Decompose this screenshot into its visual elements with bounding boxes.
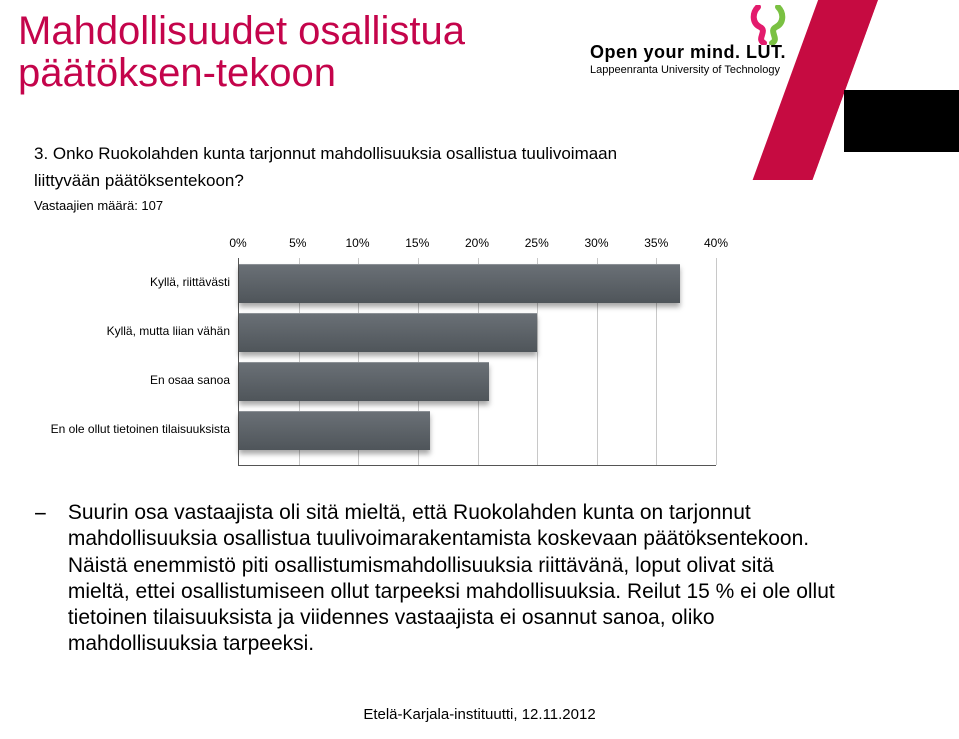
- lut-logo-icon: [750, 5, 786, 45]
- category-label: Kyllä, riittävästi: [34, 275, 230, 289]
- bullet-text: Suurin osa vastaajista oli sitä mieltä, …: [68, 500, 838, 658]
- bar: [239, 362, 489, 401]
- bar: [239, 411, 430, 450]
- bar: [239, 313, 537, 352]
- question-text: Onko Ruokolahden kunta tarjonnut mahdoll…: [34, 144, 617, 190]
- logo-subline: Lappeenranta University of Technology: [590, 64, 780, 76]
- x-tick-label: 25%: [525, 236, 549, 250]
- footer-text: Etelä-Karjala-instituutti, 12.11.2012: [0, 706, 959, 723]
- x-tick-label: 10%: [345, 236, 369, 250]
- logo-tagline: Open your mind. LUT.: [590, 42, 786, 63]
- x-tick-label: 35%: [644, 236, 668, 250]
- x-tick-label: 30%: [584, 236, 608, 250]
- x-tick-label: 0%: [229, 236, 246, 250]
- bullet-marker: −: [34, 500, 62, 528]
- slide: Mahdollisuudet osallistua päätöksen-teko…: [0, 0, 959, 739]
- survey-question: 3. Onko Ruokolahden kunta tarjonnut mahd…: [34, 140, 674, 194]
- grid-line: [716, 258, 717, 465]
- category-label: En ole ollut tietoinen tilaisuuksista: [34, 422, 230, 436]
- category-label: Kyllä, mutta liian vähän: [34, 324, 230, 338]
- bar-chart: 0%5%10%15%20%25%30%35%40% Kyllä, riittäv…: [34, 236, 724, 466]
- x-tick-label: 20%: [465, 236, 489, 250]
- bar: [239, 264, 680, 303]
- slide-title: Mahdollisuudet osallistua päätöksen-teko…: [18, 10, 578, 94]
- respondent-count: Vastaajien määrä: 107: [34, 198, 163, 213]
- plot-area: [238, 258, 716, 466]
- x-tick-label: 5%: [289, 236, 306, 250]
- question-number: 3.: [34, 144, 48, 163]
- category-label: En osaa sanoa: [34, 373, 230, 387]
- x-tick-label: 40%: [704, 236, 728, 250]
- x-axis-labels: 0%5%10%15%20%25%30%35%40%: [238, 236, 716, 256]
- bullet-list: − Suurin osa vastaajista oli sitä mieltä…: [34, 500, 844, 658]
- x-tick-label: 15%: [405, 236, 429, 250]
